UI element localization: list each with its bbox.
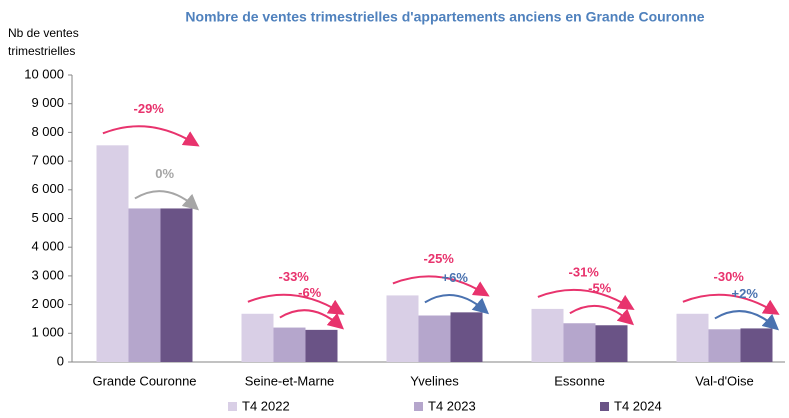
bar [241,313,274,362]
change-label: -33% [279,269,310,284]
legend-label: T4 2024 [614,398,662,413]
bar [386,295,419,362]
change-arrow [537,288,635,311]
legend-swatch [414,402,423,411]
legend-label: T4 2023 [428,398,476,413]
bar [740,328,773,362]
change-label: -25% [424,251,455,266]
change-label: 0% [155,166,174,181]
change-arrow [682,293,780,315]
bar [595,325,628,362]
x-tick-label: Yvelines [410,373,459,388]
change-arrow [279,309,345,330]
y-tick-label: 4 000 [31,239,64,254]
legend-swatch [600,402,609,411]
bar [563,323,596,362]
change-label: -29% [134,101,165,116]
y-axis-label: Nb de ventes trimestrielles [8,26,79,58]
change-label: -31% [569,264,600,279]
y-tick-label: 3 000 [31,267,64,282]
y-tick-label: 8 000 [31,124,64,139]
bar [531,308,564,362]
y-tick-label: 7 000 [31,153,64,168]
x-tick-label: Grande Couronne [92,373,196,388]
change-arrow [714,310,780,331]
bar [708,329,741,362]
change-label: -6% [298,285,322,300]
bar [273,327,306,362]
x-tick-label: Essonne [554,373,605,388]
y-tick-label: 0 [57,353,64,368]
change-label: -30% [714,269,745,284]
change-arrow [134,190,200,211]
y-tick-label: 5 000 [31,210,64,225]
bar [160,208,193,362]
y-tick-label: 1 000 [31,325,64,340]
legend-label: T4 2022 [242,398,290,413]
change-arrow [392,275,490,297]
change-arrow [569,304,635,326]
bar [305,329,338,362]
y-tick-label: 10 000 [24,66,64,81]
change-label: -5% [588,281,612,296]
change-arrow [102,125,200,147]
change-label: +6% [442,270,469,285]
y-tick-label: 9 000 [31,95,64,110]
bar [96,145,129,362]
legend-swatch [228,402,237,411]
change-arrow [424,294,490,315]
change-label: +2% [732,286,759,301]
y-tick-label: 6 000 [31,181,64,196]
bar [676,313,709,362]
y-tick-label: 2 000 [31,296,64,311]
change-arrow [247,293,345,315]
bar [450,312,483,362]
bar [128,208,161,362]
bar [418,315,451,362]
x-tick-label: Seine-et-Marne [245,373,335,388]
chart-title: Nombre de ventes trimestrielles d'appart… [185,9,704,25]
x-tick-label: Val-d'Oise [695,373,754,388]
